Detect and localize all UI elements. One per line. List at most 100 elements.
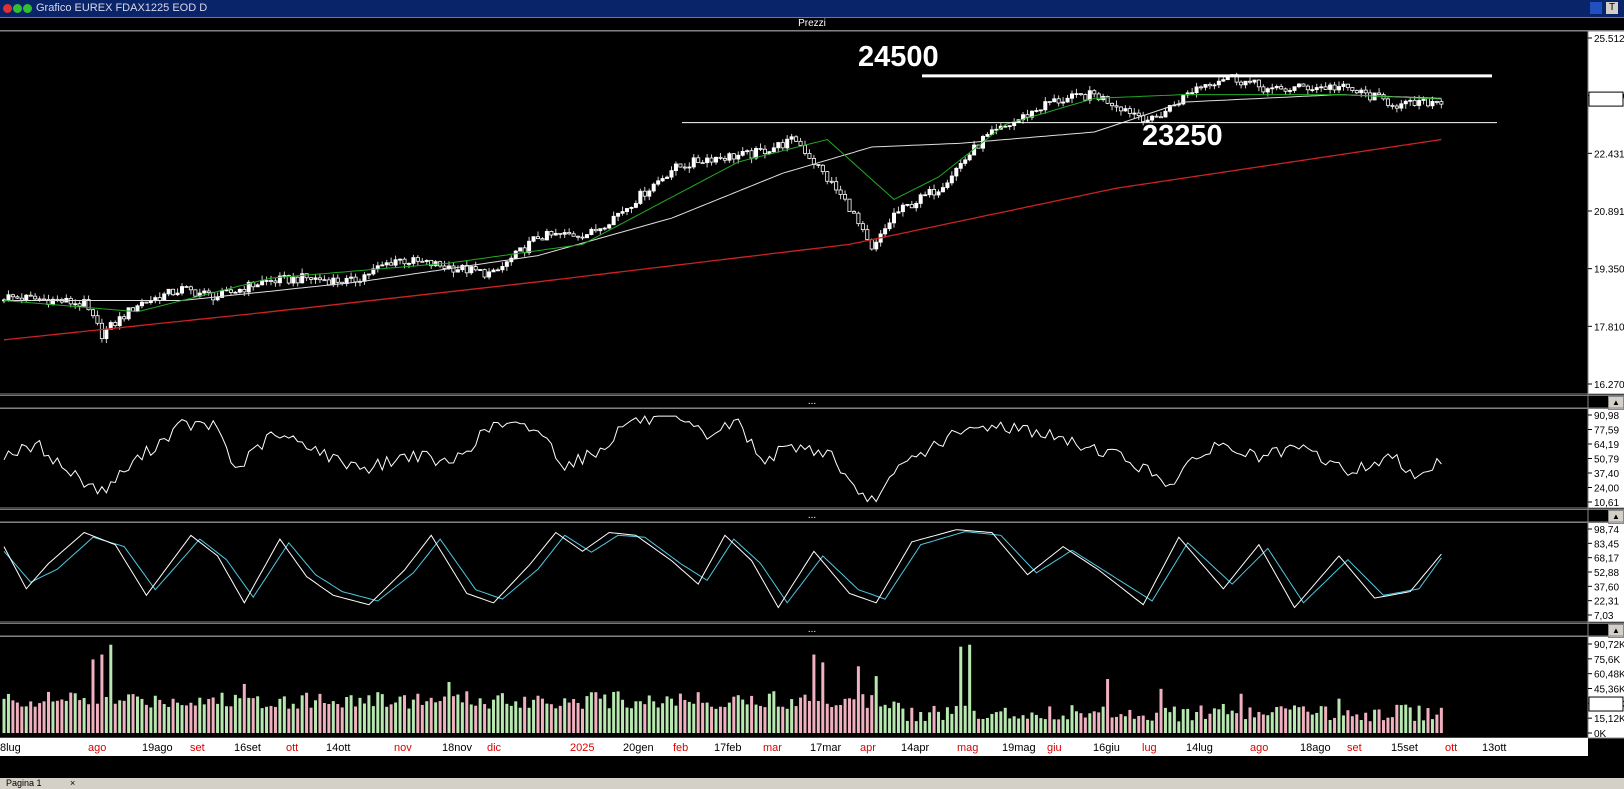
- volume-bar: [1034, 714, 1038, 733]
- date-tick-label: feb: [673, 742, 688, 754]
- candle-body: [1319, 86, 1324, 89]
- volume-bar: [670, 698, 673, 733]
- volume-bar: [282, 696, 286, 733]
- rsi-axis-tick-label: 77,59: [1594, 426, 1619, 437]
- candle-body: [424, 259, 429, 262]
- tab-close-icon[interactable]: ×: [70, 778, 76, 788]
- volume-bar: [242, 683, 246, 733]
- candle-body: [584, 234, 589, 239]
- stoch-axis-tick-label: 22,31: [1594, 597, 1619, 608]
- rsi-line: [3, 415, 1442, 503]
- volume-bar: [1137, 715, 1141, 733]
- candle-body: [1056, 98, 1061, 104]
- volume-bar: [362, 703, 366, 733]
- volume-bar: [572, 699, 576, 733]
- candle-body: [487, 271, 492, 278]
- volume-bar: [718, 706, 722, 733]
- candle-body: [24, 294, 29, 301]
- volume-bar: [589, 692, 593, 733]
- candle-body: [411, 257, 416, 264]
- candle-body: [1292, 86, 1297, 91]
- volume-bar: [1373, 709, 1377, 733]
- volume-bar: [1390, 717, 1394, 733]
- maximize-dot-icon[interactable]: [23, 4, 32, 13]
- candle-body: [731, 153, 736, 160]
- candle-body: [415, 257, 420, 262]
- candle-body: [776, 142, 781, 149]
- volume-bar: [616, 691, 620, 733]
- volume-bar: [790, 699, 794, 733]
- volume-bar: [287, 708, 291, 733]
- candle-body: [1270, 87, 1275, 90]
- volume-bar: [972, 710, 976, 733]
- volume-bar: [78, 700, 82, 733]
- volume-bar: [696, 692, 700, 733]
- volume-bar: [1337, 698, 1341, 733]
- date-tick-label: 19mag: [1002, 742, 1036, 754]
- volume-bar: [314, 700, 317, 733]
- text-tool-icon[interactable]: T: [1606, 2, 1618, 14]
- volume-bar: [598, 698, 602, 733]
- volume-bar: [345, 696, 349, 733]
- volume-bar: [256, 696, 260, 733]
- volume-bar: [1288, 709, 1292, 733]
- volume-bar: [701, 702, 705, 733]
- volume-axis-tick-label: 90,72K: [1594, 640, 1624, 651]
- tab-page-1[interactable]: Pagina 1: [6, 778, 42, 788]
- last-price-box: [1588, 91, 1624, 107]
- candle-body: [166, 288, 171, 295]
- rsi-axis-tick-label: 50,79: [1594, 455, 1619, 466]
- volume-bar: [968, 644, 972, 733]
- candle-body: [869, 239, 874, 250]
- volume-bar: [999, 711, 1003, 733]
- volume-bar: [1074, 711, 1078, 733]
- volume-bar: [1115, 716, 1118, 733]
- date-axis: [0, 738, 1588, 756]
- candle-body: [233, 291, 238, 294]
- volume-bar: [981, 718, 985, 733]
- candle-body: [1403, 100, 1408, 105]
- volume-bar: [33, 706, 37, 733]
- volume-bar: [1293, 705, 1296, 733]
- volume-bar: [643, 704, 647, 733]
- candle-body: [1332, 84, 1337, 91]
- candle-body: [1243, 80, 1248, 86]
- rsi-axis: [1588, 409, 1624, 508]
- volume-bar: [358, 697, 362, 733]
- rsi-axis-tick-label: 64,19: [1594, 440, 1619, 451]
- candle-body: [10, 294, 15, 298]
- volume-bar: [1150, 720, 1154, 733]
- candle-body: [571, 233, 576, 237]
- volume-bar: [1181, 709, 1185, 733]
- candle-body: [625, 208, 630, 212]
- volume-bar: [460, 702, 464, 733]
- volume-bar: [656, 707, 660, 733]
- volume-bar: [496, 695, 500, 733]
- volume-bar: [834, 705, 838, 733]
- volume-bar: [189, 702, 193, 733]
- date-tick-label: giu: [1047, 742, 1062, 754]
- volume-bar: [340, 707, 344, 733]
- sma-mid-line: [4, 94, 1442, 301]
- candle-body: [77, 303, 82, 307]
- candle-body: [1061, 101, 1066, 104]
- date-tick-label: 18nov: [442, 742, 472, 754]
- volume-bar: [207, 698, 211, 733]
- volume-bar: [1439, 707, 1443, 733]
- volume-bar: [554, 708, 558, 733]
- volume-bar: [759, 705, 762, 733]
- candle-body: [611, 215, 616, 226]
- volume-bar: [914, 721, 918, 733]
- volume-bar: [661, 703, 665, 733]
- close-dot-icon[interactable]: [3, 4, 12, 13]
- candle-body: [1132, 112, 1137, 115]
- candle-body: [442, 265, 447, 269]
- window-color-icon[interactable]: [1590, 2, 1602, 14]
- candle-body: [838, 189, 843, 195]
- volume-bar: [278, 698, 282, 733]
- candle-body: [95, 315, 100, 324]
- minimize-dot-icon[interactable]: [13, 4, 22, 13]
- candle-body: [353, 276, 358, 283]
- volume-bar: [963, 705, 967, 733]
